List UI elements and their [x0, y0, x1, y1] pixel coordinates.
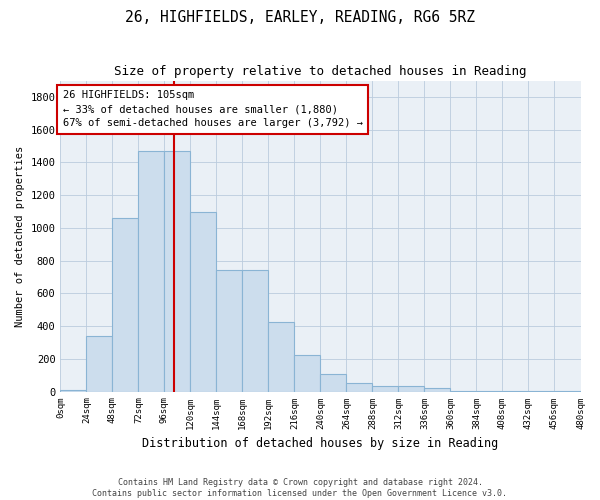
Text: Contains HM Land Registry data © Crown copyright and database right 2024.
Contai: Contains HM Land Registry data © Crown c…: [92, 478, 508, 498]
Bar: [86, 336, 112, 392]
X-axis label: Distribution of detached houses by size in Reading: Distribution of detached houses by size …: [142, 437, 499, 450]
Bar: [268, 322, 295, 392]
Bar: [139, 151, 164, 392]
Bar: [346, 384, 373, 392]
Bar: [295, 354, 320, 392]
Bar: [112, 218, 139, 392]
Y-axis label: Number of detached properties: Number of detached properties: [15, 146, 25, 326]
Bar: [61, 390, 86, 392]
Title: Size of property relative to detached houses in Reading: Size of property relative to detached ho…: [114, 65, 527, 78]
Text: 26 HIGHFIELDS: 105sqm
← 33% of detached houses are smaller (1,880)
67% of semi-d: 26 HIGHFIELDS: 105sqm ← 33% of detached …: [62, 90, 362, 128]
Bar: [190, 212, 217, 392]
Bar: [320, 374, 346, 392]
Bar: [217, 270, 242, 392]
Bar: [398, 386, 424, 392]
Text: 26, HIGHFIELDS, EARLEY, READING, RG6 5RZ: 26, HIGHFIELDS, EARLEY, READING, RG6 5RZ: [125, 10, 475, 25]
Bar: [476, 390, 502, 392]
Bar: [164, 151, 190, 392]
Bar: [373, 386, 398, 392]
Bar: [451, 390, 476, 392]
Bar: [424, 388, 451, 392]
Bar: [242, 270, 268, 392]
